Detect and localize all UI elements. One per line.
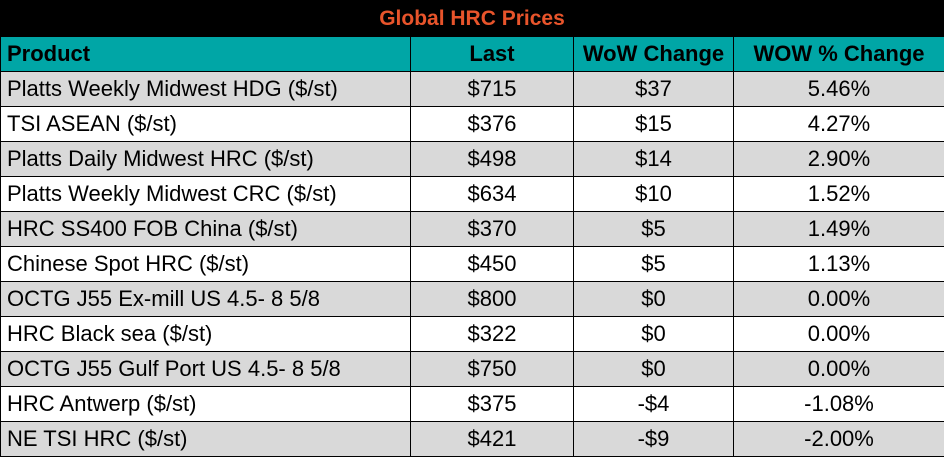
cell-product: HRC Black sea ($/st) bbox=[0, 316, 411, 352]
cell-wow-pct-change: 4.27% bbox=[733, 106, 944, 142]
table-row: TSI ASEAN ($/st) $376 $15 4.27% bbox=[0, 106, 944, 142]
cell-wow-pct-change: 1.49% bbox=[733, 211, 944, 247]
table-row: HRC Antwerp ($/st) $375 -$4 -1.08% bbox=[0, 386, 944, 422]
header-product: Product bbox=[0, 36, 411, 72]
cell-wow-pct-change: 1.52% bbox=[733, 176, 944, 212]
cell-wow-change: $0 bbox=[573, 281, 734, 317]
cell-last: $715 bbox=[410, 71, 574, 107]
table-row: Chinese Spot HRC ($/st) $450 $5 1.13% bbox=[0, 246, 944, 282]
table-row: Platts Daily Midwest HRC ($/st) $498 $14… bbox=[0, 141, 944, 177]
cell-last: $450 bbox=[410, 246, 574, 282]
cell-product: Chinese Spot HRC ($/st) bbox=[0, 246, 411, 282]
table-row: OCTG J55 Ex-mill US 4.5- 8 5/8 $800 $0 0… bbox=[0, 281, 944, 317]
cell-last: $800 bbox=[410, 281, 574, 317]
cell-last: $634 bbox=[410, 176, 574, 212]
cell-wow-pct-change: 2.90% bbox=[733, 141, 944, 177]
header-wow-pct-change: WOW % Change bbox=[733, 36, 944, 72]
cell-product: NE TSI HRC ($/st) bbox=[0, 421, 411, 457]
cell-product: TSI ASEAN ($/st) bbox=[0, 106, 411, 142]
cell-last: $375 bbox=[410, 386, 574, 422]
cell-wow-pct-change: 1.13% bbox=[733, 246, 944, 282]
cell-wow-change: $5 bbox=[573, 211, 734, 247]
cell-last: $498 bbox=[410, 141, 574, 177]
cell-last: $322 bbox=[410, 316, 574, 352]
cell-product: Platts Daily Midwest HRC ($/st) bbox=[0, 141, 411, 177]
header-wow-change: WoW Change bbox=[573, 36, 734, 72]
cell-wow-pct-change: 0.00% bbox=[733, 281, 944, 317]
cell-last: $750 bbox=[410, 351, 574, 387]
cell-product: HRC Antwerp ($/st) bbox=[0, 386, 411, 422]
cell-wow-pct-change: -1.08% bbox=[733, 386, 944, 422]
cell-wow-change: $37 bbox=[573, 71, 734, 107]
cell-wow-change: $14 bbox=[573, 141, 734, 177]
cell-wow-pct-change: -2.00% bbox=[733, 421, 944, 457]
table-row: OCTG J55 Gulf Port US 4.5- 8 5/8 $750 $0… bbox=[0, 351, 944, 387]
table-row: HRC Black sea ($/st) $322 $0 0.00% bbox=[0, 316, 944, 352]
table-row: Platts Weekly Midwest HDG ($/st) $715 $3… bbox=[0, 71, 944, 107]
cell-product: HRC SS400 FOB China ($/st) bbox=[0, 211, 411, 247]
table-title: Global HRC Prices bbox=[0, 0, 944, 36]
table-row: NE TSI HRC ($/st) $421 -$9 -2.00% bbox=[0, 421, 944, 457]
header-row: Product Last WoW Change WOW % Change bbox=[0, 36, 944, 72]
prices-table: Product Last WoW Change WOW % Change Pla… bbox=[0, 36, 944, 457]
cell-wow-pct-change: 0.00% bbox=[733, 316, 944, 352]
cell-product: Platts Weekly Midwest CRC ($/st) bbox=[0, 176, 411, 212]
cell-wow-change: $0 bbox=[573, 316, 734, 352]
table-row: Platts Weekly Midwest CRC ($/st) $634 $1… bbox=[0, 176, 944, 212]
cell-wow-change: -$4 bbox=[573, 386, 734, 422]
cell-wow-change: $15 bbox=[573, 106, 734, 142]
cell-last: $421 bbox=[410, 421, 574, 457]
header-last: Last bbox=[410, 36, 574, 72]
cell-product: Platts Weekly Midwest HDG ($/st) bbox=[0, 71, 411, 107]
cell-product: OCTG J55 Gulf Port US 4.5- 8 5/8 bbox=[0, 351, 411, 387]
cell-wow-change: $10 bbox=[573, 176, 734, 212]
cell-wow-change: -$9 bbox=[573, 421, 734, 457]
cell-wow-pct-change: 5.46% bbox=[733, 71, 944, 107]
cell-wow-pct-change: 0.00% bbox=[733, 351, 944, 387]
cell-product: OCTG J55 Ex-mill US 4.5- 8 5/8 bbox=[0, 281, 411, 317]
cell-last: $376 bbox=[410, 106, 574, 142]
table-row: HRC SS400 FOB China ($/st) $370 $5 1.49% bbox=[0, 211, 944, 247]
cell-wow-change: $5 bbox=[573, 246, 734, 282]
cell-last: $370 bbox=[410, 211, 574, 247]
cell-wow-change: $0 bbox=[573, 351, 734, 387]
